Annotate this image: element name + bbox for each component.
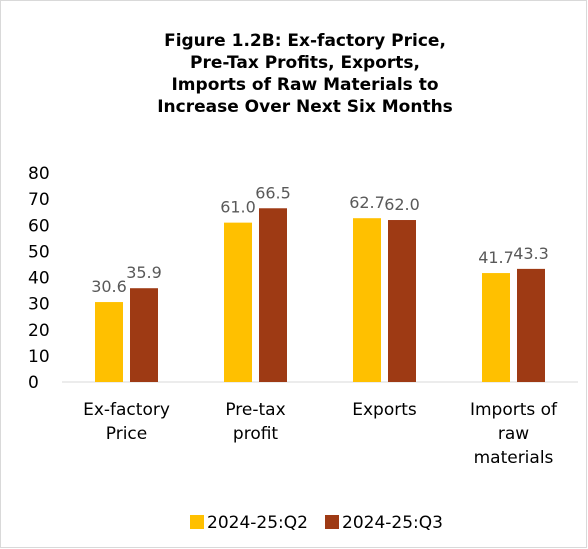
x-tick-label: Pre-tax profit: [225, 400, 286, 444]
y-tick-label: 40: [28, 269, 50, 289]
y-tick-label: 20: [28, 321, 50, 341]
bar: [95, 302, 123, 382]
legend-label: 2024-25:Q3: [342, 513, 443, 533]
x-tick-label: Exports: [352, 400, 417, 420]
data-label: 61.0: [220, 198, 256, 217]
y-tick-label: 60: [28, 216, 50, 236]
data-label: 35.9: [126, 263, 162, 282]
data-label: 66.5: [255, 183, 291, 202]
data-label: 62.7: [349, 193, 385, 212]
legend-swatch: [325, 515, 339, 529]
data-label: 43.3: [513, 244, 549, 263]
data-label: 30.6: [91, 277, 127, 296]
chart-title: Figure 1.2B: Ex-factory Price, Pre-Tax P…: [157, 31, 453, 117]
bar: [388, 220, 416, 382]
x-tick-label: Ex-factory Price: [83, 400, 170, 444]
y-tick-label: 50: [28, 242, 50, 262]
bar: [482, 273, 510, 382]
legend-label: 2024-25:Q2: [207, 513, 308, 533]
y-tick-label: 80: [28, 164, 50, 184]
x-tick-label: Imports of raw materials: [469, 400, 558, 468]
bar: [259, 208, 287, 382]
y-tick-label: 10: [28, 347, 50, 367]
y-tick-label: 0: [28, 373, 39, 393]
bar: [224, 222, 252, 382]
data-label: 62.0: [384, 195, 420, 214]
y-tick-label: 30: [28, 295, 50, 315]
y-tick-label: 70: [28, 190, 50, 210]
data-label: 41.7: [478, 248, 514, 267]
bar: [517, 268, 545, 382]
legend-swatch: [190, 515, 204, 529]
bar: [130, 288, 158, 382]
bar: [353, 218, 381, 382]
